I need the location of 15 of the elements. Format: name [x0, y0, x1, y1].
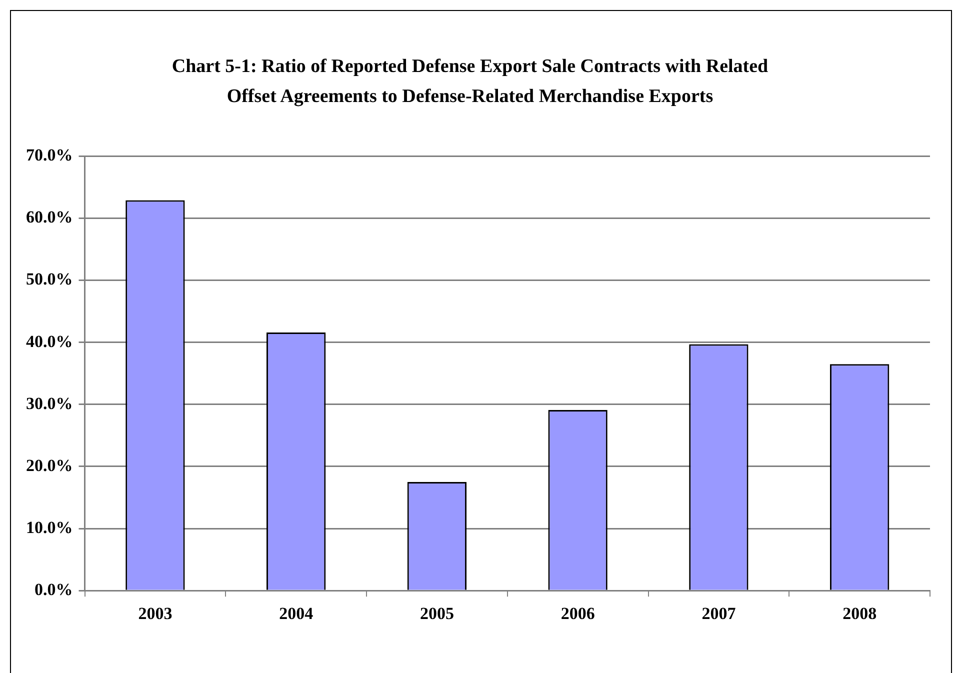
x-tick-label: 2004: [279, 604, 314, 624]
y-tick-label: 20.0%: [26, 456, 73, 475]
y-tick-label: 60.0%: [26, 208, 73, 227]
x-tick-label: 2006: [560, 604, 595, 624]
y-tick-label: 30.0%: [26, 394, 73, 413]
x-tick-label: 2008: [842, 604, 877, 624]
y-tick-label: 70.0%: [26, 146, 73, 165]
y-tick-label: 50.0%: [26, 270, 73, 289]
y-tick-label: 0.0%: [34, 580, 73, 599]
y-tick-label: 10.0%: [26, 518, 73, 537]
chart-title: Chart 5-1: Ratio of Reported Defense Export Sale Contracts with Related Offset Agreements to Defense-Related Merchandise Exports: [170, 55, 770, 109]
x-tick-label: 2005: [420, 604, 454, 624]
y-tick-label: 40.0%: [26, 332, 73, 351]
x-tick-label: 2007: [702, 604, 736, 624]
x-tick-label: 2003: [138, 604, 172, 624]
